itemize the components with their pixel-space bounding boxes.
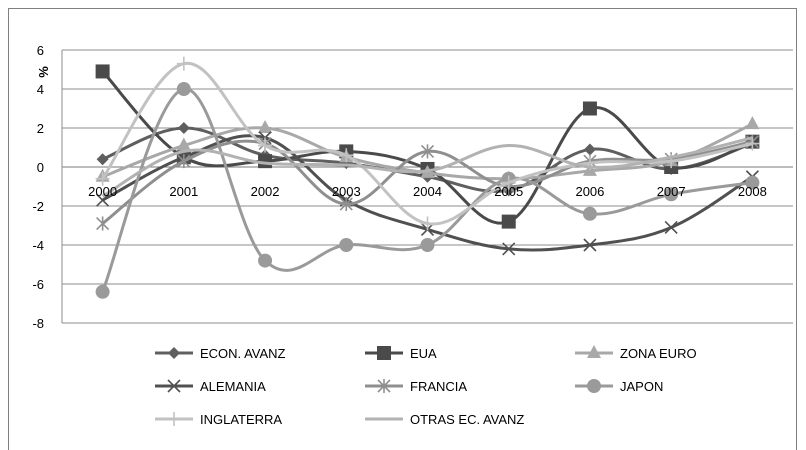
- legend-marker: [167, 379, 181, 393]
- data-point: [583, 238, 597, 252]
- legend-label: JAPON: [620, 379, 663, 394]
- data-point: [502, 242, 516, 256]
- data-point: [176, 56, 191, 71]
- x-tick-label: 2002: [251, 184, 280, 199]
- data-point: [258, 253, 273, 268]
- series-5: [95, 82, 760, 299]
- y-tick-label: 6: [37, 43, 44, 58]
- data-point: [664, 187, 679, 202]
- data-point: [664, 220, 678, 235]
- x-tick-label: 2001: [169, 184, 198, 199]
- y-tick-label: -6: [32, 277, 44, 292]
- legend-label: OTRAS EC. AVANZ: [410, 412, 524, 427]
- data-point: [177, 154, 191, 169]
- chart-border: [8, 8, 797, 450]
- y-tick-label: 4: [37, 82, 44, 97]
- series-line: [101, 136, 753, 198]
- data-point: [583, 143, 596, 156]
- legend-label: FRANCIA: [410, 379, 467, 394]
- x-tick-label: 2006: [575, 184, 604, 199]
- data-point: [95, 171, 110, 186]
- y-tick-label: 0: [37, 160, 44, 175]
- data-point: [96, 153, 109, 166]
- y-tick-label: -2: [32, 199, 44, 214]
- data-point: [176, 137, 191, 151]
- data-point: [95, 64, 110, 79]
- legend-marker: [377, 346, 391, 360]
- legend-label: ALEMANIA: [200, 379, 266, 394]
- legend-marker: [167, 412, 181, 426]
- legend-marker: [168, 347, 180, 359]
- data-point: [258, 120, 273, 133]
- legend-item: OTRAS EC. AVANZ: [365, 412, 524, 427]
- data-point: [501, 214, 516, 229]
- data-point: [176, 82, 191, 96]
- data-point: [339, 197, 353, 212]
- data-point: [95, 284, 110, 299]
- y-tick-label: 2: [37, 121, 44, 136]
- x-tick-label: 2004: [413, 184, 442, 199]
- y-axis-unit-label: %: [36, 66, 51, 78]
- legend-marker: [587, 345, 601, 358]
- legend-label: EUA: [410, 346, 437, 361]
- data-point: [339, 238, 354, 252]
- x-tick-label: 2008: [738, 184, 767, 199]
- series-line: [101, 62, 753, 226]
- y-tick-label: -4: [32, 238, 44, 253]
- data-point: [258, 138, 273, 153]
- data-point: [582, 101, 597, 116]
- y-axis-ticks: -8 -6 -4 -2 0 2 4 6: [32, 43, 44, 331]
- data-point: [745, 175, 760, 190]
- data-point: [96, 193, 110, 207]
- data-point: [582, 206, 597, 221]
- data-point: [420, 238, 435, 252]
- data-point: [745, 116, 760, 130]
- x-tick-label: 2000: [88, 184, 117, 199]
- legend-label: ECON. AVANZ: [200, 346, 286, 361]
- legend-item: FRANCIA: [365, 379, 467, 394]
- legend-item: JAPON: [575, 379, 663, 394]
- series-group: [95, 56, 760, 299]
- legend-item: ECON. AVANZ: [155, 346, 286, 361]
- y-tick-label: -8: [32, 316, 44, 331]
- legend-item: ALEMANIA: [155, 379, 266, 394]
- x-axis-ticks: 2000 2001 2002 2003 2004 2005 2006 2007 2008: [88, 184, 767, 199]
- series-line: [101, 70, 753, 225]
- x-tick-label: 2005: [494, 184, 523, 199]
- data-point: [177, 122, 190, 134]
- data-point: [420, 144, 435, 159]
- legend-label: ZONA EURO: [620, 346, 697, 361]
- data-point: [339, 148, 354, 163]
- legend-item: ZONA EURO: [575, 345, 697, 361]
- data-point: [96, 216, 110, 231]
- x-tick-label: 2007: [657, 184, 686, 199]
- legend-item: INGLATERRA: [155, 412, 282, 427]
- legend-marker: [587, 379, 601, 393]
- legend-item: EUA: [365, 346, 437, 361]
- series-7: [101, 136, 753, 198]
- x-tick-label: 2003: [332, 184, 361, 199]
- legend: ECON. AVANZ EUA ZONA EURO ALEMANIA FRANCIA JA…: [155, 345, 697, 427]
- legend-marker: [377, 379, 391, 393]
- legend-label: INGLATERRA: [200, 412, 282, 427]
- data-point: [501, 175, 516, 190]
- data-point: [420, 216, 435, 231]
